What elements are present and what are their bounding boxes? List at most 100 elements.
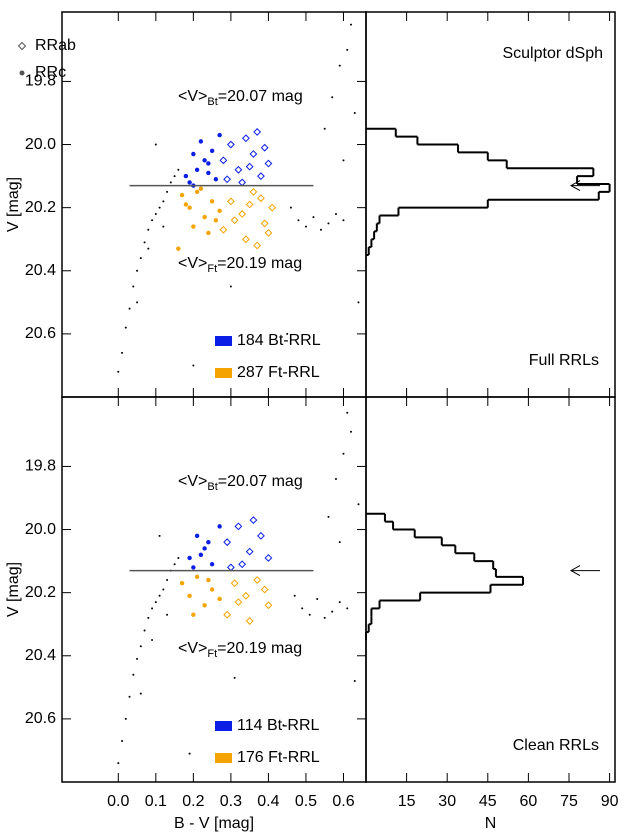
field-star: [121, 739, 124, 742]
rrc-star: [206, 230, 211, 236]
field-star: [327, 515, 330, 518]
mean-annotation: <V>Bt=20.07 mag: [178, 473, 303, 493]
field-star: [117, 370, 120, 373]
field-star: [353, 680, 356, 683]
field-star: [139, 257, 142, 260]
x-axis-label: N: [485, 815, 497, 832]
rrc-star: [191, 612, 196, 617]
annotation-part: =20.19 mag: [217, 255, 302, 272]
field-star: [357, 503, 360, 506]
field-star: [169, 181, 172, 184]
field-star: [338, 64, 341, 67]
rrab-star: [241, 591, 250, 600]
field-star: [342, 452, 345, 455]
rrab-star: [249, 187, 258, 196]
rrab-star: [223, 175, 232, 184]
field-star: [154, 143, 157, 146]
rrab-star: [219, 156, 228, 165]
y-tick-label: 20.2: [25, 584, 56, 601]
field-star: [162, 200, 165, 203]
x-tick-label: 0.0: [107, 793, 129, 810]
field-star: [334, 212, 337, 215]
annotation-part: Ft: [207, 263, 217, 275]
y-tick-label: 20.0: [25, 521, 56, 538]
legend-label: RRc: [35, 64, 66, 81]
x-tick-label: 0.2: [182, 793, 204, 810]
rrab-star: [249, 516, 258, 524]
y-axis-label: V [mag]: [5, 177, 22, 232]
field-star: [128, 695, 131, 698]
rrc-star: [209, 199, 215, 204]
field-star: [192, 364, 195, 367]
field-star: [177, 168, 180, 171]
x-tick-label: 0.3: [220, 793, 242, 810]
x-tick-label: 0.6: [332, 793, 354, 810]
rrc-star: [194, 189, 200, 195]
rrab-star: [253, 576, 262, 584]
field-star: [143, 629, 146, 632]
field-star: [136, 657, 139, 660]
rrab-star: [223, 610, 232, 619]
rrab-star: [264, 228, 273, 237]
rrab-star: [249, 150, 258, 158]
y-tick-label: 20.0: [25, 136, 56, 153]
field-star: [158, 534, 161, 537]
legend-label: 114 Bt-RRL: [237, 717, 320, 734]
y-axis-label: V [mag]: [5, 562, 22, 617]
field-star: [229, 285, 232, 288]
panel-frame: [365, 396, 616, 783]
rrc-star: [198, 552, 204, 557]
rrc-star: [217, 524, 222, 529]
legend-label: 176 Ft-RRL: [237, 749, 320, 766]
rrc-star: [194, 574, 200, 580]
field-star: [132, 285, 135, 288]
field-star: [331, 96, 334, 99]
rrc-star: [198, 139, 204, 144]
field-star: [293, 594, 296, 597]
rrc-star: [187, 180, 192, 185]
rrc-star: [213, 177, 219, 182]
field-star: [308, 613, 311, 616]
rrab-star: [253, 241, 262, 250]
rrab-star: [226, 563, 235, 572]
field-star: [166, 613, 169, 616]
field-star: [319, 228, 322, 231]
legend-label: 184 Bt-RRL: [237, 332, 321, 349]
legend-label: RRab: [35, 37, 76, 54]
mean-annotation: <V>Bt=20.07 mag: [178, 88, 303, 108]
rrc-star: [206, 539, 211, 545]
field-star: [151, 219, 154, 222]
rrab-star: [234, 522, 243, 531]
field-star: [173, 175, 176, 178]
y-tick-label: 20.4: [25, 262, 56, 279]
field-star: [158, 206, 161, 209]
rrc-star: [202, 214, 207, 220]
legend-swatch: [215, 753, 232, 763]
y-tick-label: 20.2: [25, 199, 56, 216]
field-star: [162, 588, 165, 591]
field-star: [147, 616, 150, 619]
panel-label: Clean RRLs: [513, 737, 599, 754]
field-star: [346, 607, 349, 610]
field-star: [327, 222, 330, 225]
annotation-part: =20.07 mag: [218, 473, 303, 490]
rrab-star: [253, 128, 262, 136]
field-star: [338, 541, 341, 544]
rrab-star: [245, 547, 254, 556]
x-tick-label: 0.4: [257, 793, 279, 810]
rrab-star: [223, 538, 232, 547]
field-star: [289, 206, 292, 209]
y-tick-label: 20.4: [25, 647, 56, 664]
rrab-star: [264, 554, 273, 562]
rrab-star: [241, 134, 250, 143]
legend-marker: [19, 70, 25, 76]
y-tick-label: 20.6: [25, 710, 56, 727]
annotation-part: =20.19 mag: [217, 640, 302, 657]
field-star: [297, 219, 300, 222]
legend-swatch: [215, 721, 232, 731]
field-star: [154, 212, 157, 215]
field-star: [334, 478, 337, 481]
rrc-star: [206, 161, 211, 166]
field-star: [154, 601, 157, 604]
rrc-star: [206, 577, 211, 583]
